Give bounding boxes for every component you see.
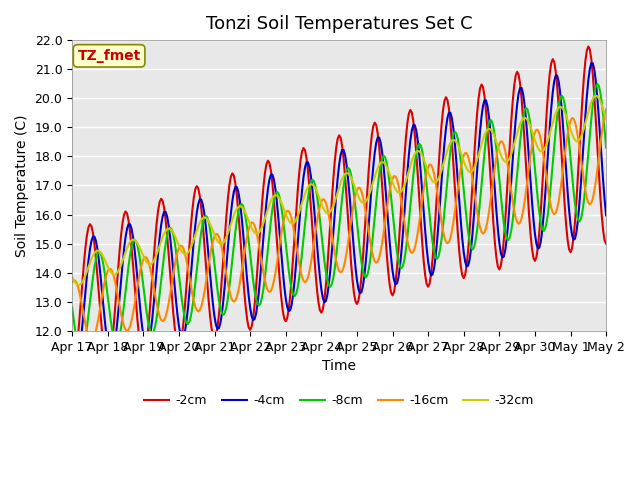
-4cm — [538, 227, 546, 232]
-16cm — [392, 174, 399, 180]
-4cm — [169, 264, 177, 270]
-2cm — [168, 289, 175, 295]
Title: Tonzi Soil Temperatures Set C: Tonzi Soil Temperatures Set C — [206, 15, 472, 33]
-4cm — [588, 60, 595, 66]
-2cm — [372, 122, 380, 128]
-8cm — [392, 237, 399, 243]
-2cm — [584, 44, 592, 49]
-4cm — [68, 351, 76, 357]
-32cm — [74, 282, 82, 288]
-2cm — [68, 370, 76, 376]
-2cm — [537, 207, 545, 213]
-8cm — [593, 81, 601, 87]
-8cm — [84, 312, 92, 318]
-16cm — [88, 338, 95, 344]
X-axis label: Time: Time — [322, 359, 356, 373]
Line: -32cm: -32cm — [72, 96, 606, 285]
-8cm — [602, 145, 610, 151]
-32cm — [169, 229, 177, 235]
-16cm — [538, 145, 546, 151]
-8cm — [374, 184, 381, 190]
Line: -4cm: -4cm — [72, 63, 606, 365]
-8cm — [68, 305, 76, 311]
-2cm — [390, 289, 398, 295]
-32cm — [392, 186, 399, 192]
-8cm — [169, 231, 177, 237]
Line: -16cm: -16cm — [72, 109, 606, 341]
-32cm — [374, 165, 381, 171]
-32cm — [602, 116, 610, 122]
-2cm — [83, 232, 91, 238]
-16cm — [602, 107, 610, 112]
Y-axis label: Soil Temperature (C): Soil Temperature (C) — [15, 114, 29, 257]
-16cm — [404, 238, 412, 243]
-32cm — [538, 149, 546, 155]
Line: -8cm: -8cm — [72, 84, 606, 352]
Legend: -2cm, -4cm, -8cm, -16cm, -32cm: -2cm, -4cm, -8cm, -16cm, -32cm — [140, 389, 539, 412]
-16cm — [169, 273, 177, 279]
Text: TZ_fmet: TZ_fmet — [77, 49, 141, 63]
-32cm — [592, 93, 600, 98]
-16cm — [83, 328, 91, 334]
-4cm — [71, 362, 79, 368]
-2cm — [602, 241, 610, 247]
-32cm — [84, 264, 92, 270]
Line: -2cm: -2cm — [72, 47, 606, 373]
-4cm — [602, 213, 610, 218]
-4cm — [404, 170, 412, 176]
-32cm — [404, 173, 412, 179]
-8cm — [538, 226, 546, 232]
-8cm — [404, 234, 412, 240]
-4cm — [374, 135, 381, 141]
-2cm — [402, 135, 410, 141]
-8cm — [77, 349, 85, 355]
-4cm — [392, 281, 399, 287]
-32cm — [68, 274, 76, 280]
-16cm — [374, 259, 381, 264]
-4cm — [84, 258, 92, 264]
-16cm — [68, 279, 76, 285]
